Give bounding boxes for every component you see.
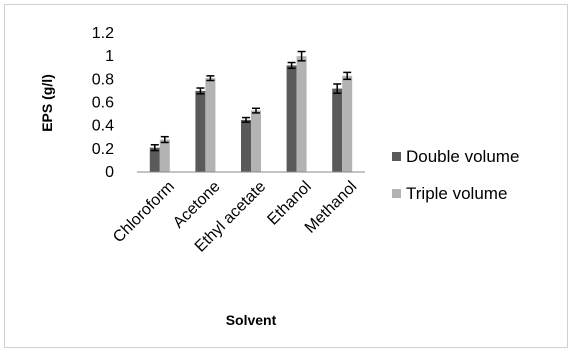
bar-triple-volume-ethanol — [296, 56, 307, 172]
y-tick-label: 0.2 — [92, 141, 114, 158]
error-bar — [333, 83, 342, 94]
y-tick-label: 1 — [105, 48, 114, 65]
y-tick-label: 0.6 — [92, 95, 114, 112]
y-axis-title: EPS (g/l) — [39, 74, 55, 132]
legend-label: Double volume — [406, 147, 519, 166]
bar-double-volume-ethanol — [286, 65, 297, 172]
y-axis-ticks: 0 0.2 0.4 0.6 0.8 1 1.2 — [92, 25, 114, 181]
error-bar — [150, 144, 159, 152]
y-tick-label: 1.2 — [92, 25, 114, 42]
bar-triple-volume-methanol — [342, 75, 353, 172]
y-tick-label: 0.8 — [92, 71, 114, 88]
legend-swatch — [392, 189, 401, 198]
bar-triple-volume-ethyl-acetate — [251, 110, 261, 172]
bars — [149, 50, 353, 172]
legend: Double volume Triple volume — [392, 147, 519, 203]
error-bar — [206, 75, 215, 82]
error-bar — [252, 107, 260, 114]
error-bar — [242, 116, 250, 123]
bar-triple-volume-chloroform — [159, 139, 170, 172]
legend-label: Triple volume — [406, 184, 507, 203]
error-bar — [287, 61, 296, 70]
x-tick-label: Chloroform — [110, 178, 178, 246]
bar-double-volume-chloroform — [149, 147, 160, 172]
x-axis-title: Solvent — [226, 312, 277, 328]
bar-double-volume-methanol — [332, 88, 343, 172]
bar-double-volume-acetone — [195, 90, 206, 172]
error-bar — [297, 50, 306, 62]
chart-frame — [4, 4, 568, 348]
y-tick-label: 0 — [105, 164, 114, 181]
error-bar — [196, 87, 205, 95]
bar-triple-volume-acetone — [205, 78, 216, 172]
error-bar — [343, 71, 352, 81]
error-bar — [160, 135, 169, 144]
legend-swatch — [392, 152, 401, 161]
bar-double-volume-ethyl-acetate — [241, 119, 251, 172]
y-tick-label: 0.4 — [92, 118, 114, 135]
